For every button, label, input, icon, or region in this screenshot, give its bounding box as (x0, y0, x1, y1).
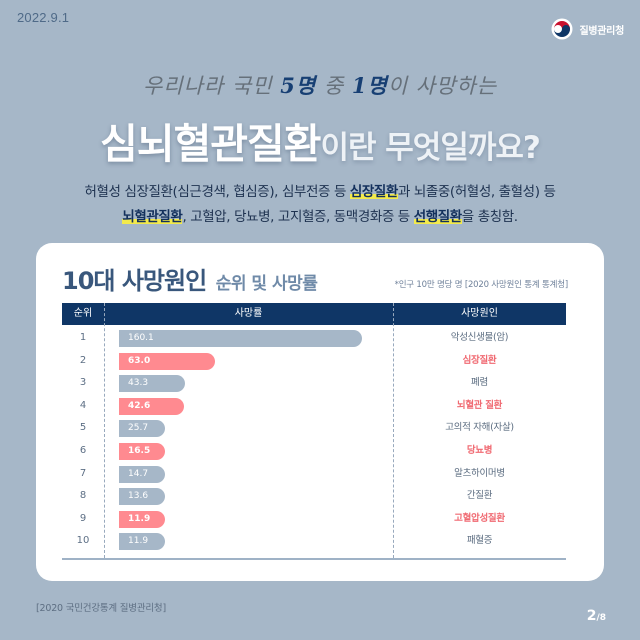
row-rank: 3 (79, 377, 87, 389)
table-bottom-rule (62, 558, 566, 560)
row-cause: 뇌혈관 질환 (456, 399, 503, 411)
source-citation: [2020 국민건강통계 질병관리청] (36, 603, 166, 614)
rate-bar: 11.9 (119, 510, 165, 528)
page-total: /8 (596, 613, 606, 623)
row-rank: 4 (79, 399, 87, 411)
highlight-heart-disease: 심장질환 (349, 184, 398, 200)
row-rank: 8 (79, 490, 87, 502)
table-row: 6 16.5 당뇨병 (62, 440, 566, 463)
rate-bar: 11.9 (119, 533, 165, 551)
highlight-precursor: 선행질환 (413, 209, 462, 225)
page-title: 심뇌혈관질환이란 무엇일까요? (0, 110, 640, 170)
subtitle-text: 중 (316, 74, 352, 98)
table-row: 10 11.9 패혈증 (62, 530, 566, 553)
row-rank: 1 (79, 332, 87, 343)
rate-bar: 14.7 (119, 465, 165, 483)
row-cause: 악성신생물(암) (450, 332, 509, 343)
page-current: 2 (586, 608, 597, 624)
page-indicator: 2/8 (587, 605, 606, 624)
chart-card: 10대 사망원인 순위 및 사망률 *인구 10만 명당 명 [2020 사망원… (36, 243, 604, 581)
subtitle-text: 우리나라 국민 (142, 74, 281, 98)
rate-bar: 16.5 (119, 442, 165, 460)
highlight-cerebrovascular: 뇌혈관질환 (122, 209, 183, 225)
date-label: 2022.9.1 (17, 10, 70, 25)
rate-bar: 13.6 (119, 488, 165, 506)
subtitle-accent: 5명 (280, 73, 317, 98)
rate-bar: 42.6 (119, 397, 184, 415)
handwritten-subtitle: 우리나라 국민 5명 중 1명이 사망하는 (0, 70, 640, 100)
table-row: 5 25.7 고의적 자해(자살) (62, 417, 566, 440)
row-cause: 고혈압성질환 (454, 512, 505, 524)
row-cause: 간질환 (466, 490, 493, 502)
description-text: 허혈성 심장질환(심근경색, 협심증), 심부전증 등 (84, 184, 350, 200)
title-main: 심뇌혈관질환 (100, 120, 321, 168)
rate-bar: 160.1 (119, 330, 362, 347)
row-rank: 5 (79, 422, 87, 434)
subtitle-accent: 1명 (351, 73, 388, 98)
description-text: 과 뇌졸중(허혈성, 출혈성) 등 (397, 184, 556, 200)
taegeuk-emblem-icon (551, 18, 573, 40)
header-rate: 사망률 (234, 308, 263, 319)
description-line-1: 허혈성 심장질환(심근경색, 협심증), 심부전증 등 심장질환과 뇌졸중(허혈… (0, 180, 640, 205)
table-row: 1 160.1 악성신생물(암) (62, 327, 566, 350)
row-rank: 6 (79, 444, 87, 456)
description-text: , 고혈압, 당뇨병, 고지혈증, 동맥경화증 등 (182, 209, 414, 225)
header-rank: 순위 (73, 308, 93, 319)
description-text: 을 총칭함. (461, 209, 518, 225)
table-row: 9 11.9 고혈압성질환 (62, 508, 566, 531)
column-divider (393, 303, 394, 558)
table-row: 2 63.0 심장질환 (62, 350, 566, 373)
header-cause: 사망원인 (461, 308, 498, 319)
description: 허혈성 심장질환(심근경색, 협심증), 심부전증 등 심장질환과 뇌졸중(허혈… (0, 180, 640, 230)
row-cause: 폐렴 (471, 377, 488, 389)
row-cause: 심장질환 (462, 354, 497, 366)
chart-title-bold: 10대 사망원인 (62, 267, 207, 295)
org-logo: 질병관리청 (551, 18, 624, 40)
table-body: 1 160.1 악성신생물(암) 2 63.0 심장질환 3 43.3 폐렴 4… (62, 327, 566, 553)
chart-note: *인구 10만 명당 명 [2020 사망원인 통계 통계청] (394, 280, 569, 290)
org-name: 질병관리청 (579, 25, 624, 37)
row-rank: 9 (79, 512, 87, 524)
table-row: 8 13.6 간질환 (62, 485, 566, 508)
rate-bar: 63.0 (119, 352, 215, 370)
chart-title: 10대 사망원인 순위 및 사망률 (62, 261, 318, 296)
chart-title-light: 순위 및 사망률 (215, 274, 318, 294)
row-cause: 알츠하이머병 (454, 467, 505, 479)
row-rank: 2 (79, 354, 87, 366)
column-divider (104, 303, 105, 558)
row-rank: 7 (79, 467, 87, 479)
table-row: 4 42.6 뇌혈관 질환 (62, 395, 566, 418)
row-cause: 당뇨병 (466, 444, 493, 456)
subtitle-text: 이 사망하는 (387, 74, 498, 98)
rate-bar: 43.3 (119, 375, 185, 393)
table-row: 7 14.7 알츠하이머병 (62, 463, 566, 486)
table-row: 3 43.3 폐렴 (62, 372, 566, 395)
title-rest: 이란 무엇일까요? (320, 130, 540, 166)
description-line-2: 뇌혈관질환, 고혈압, 당뇨병, 고지혈증, 동맥경화증 등 선행질환을 총칭함… (0, 205, 640, 230)
row-cause: 고의적 자해(자살) (445, 422, 514, 434)
row-rank: 10 (76, 535, 90, 547)
table-header: 순위 사망률 사망원인 (62, 303, 566, 325)
rate-bar: 25.7 (119, 420, 165, 438)
row-cause: 패혈증 (466, 535, 493, 547)
